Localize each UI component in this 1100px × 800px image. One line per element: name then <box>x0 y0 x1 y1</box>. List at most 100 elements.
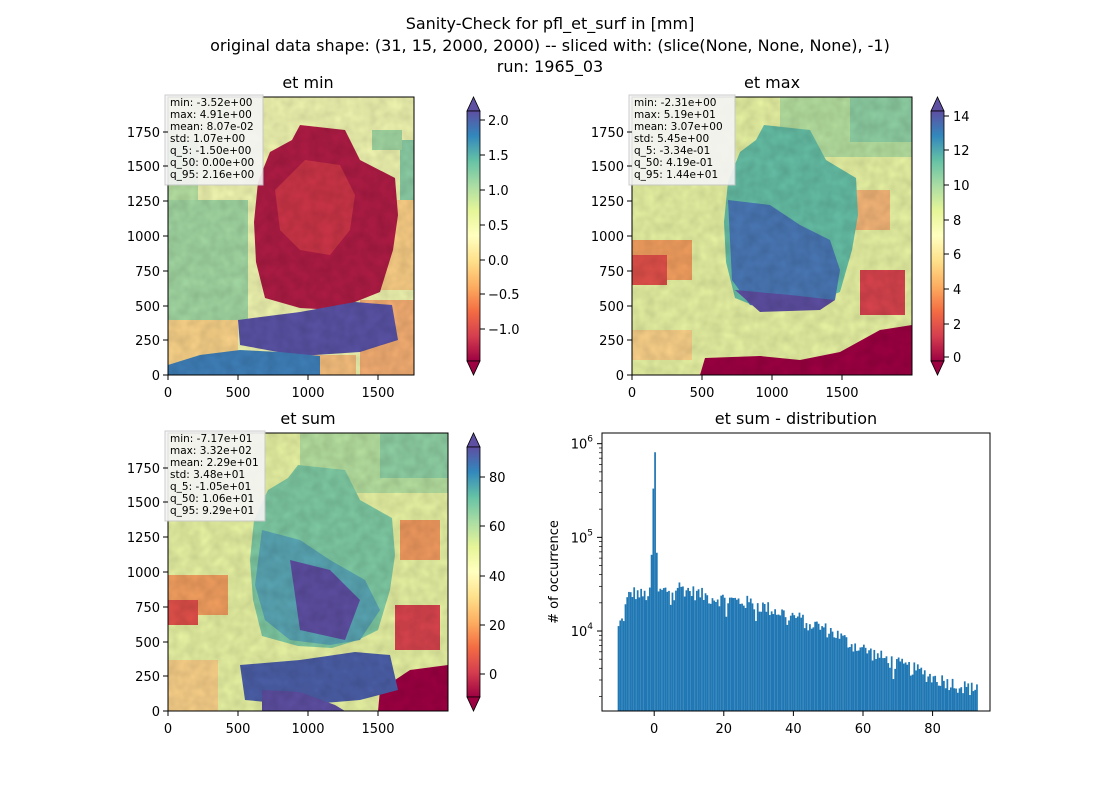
stat-line: min: -2.31e+00 <box>634 97 716 109</box>
histogram-bar <box>821 626 823 711</box>
histogram-bar <box>621 618 623 711</box>
histogram-bar <box>706 595 709 711</box>
histogram-bar <box>936 682 938 711</box>
histogram-bar <box>885 656 888 711</box>
histogram-bar <box>972 691 975 711</box>
panel-title: et max <box>744 73 800 92</box>
histogram-bar <box>949 687 952 711</box>
histogram-bars <box>617 452 978 711</box>
histogram-bar <box>741 603 743 711</box>
histogram-bar <box>963 681 966 711</box>
histogram-bar <box>880 650 883 711</box>
x-tick-label: 60 <box>855 722 872 737</box>
stat-line: std: 3.48e+01 <box>170 469 245 481</box>
histogram-bar <box>676 587 679 711</box>
histogram-bar <box>807 630 810 711</box>
stat-line: max: 5.19e+01 <box>634 109 716 121</box>
y-tick-label: 750 <box>135 601 160 616</box>
histogram-bar <box>659 588 662 711</box>
histogram-bar <box>758 611 761 711</box>
histogram-bar <box>666 591 669 711</box>
histogram-bar <box>824 623 827 711</box>
colorbar-tick-label: 2.0 <box>488 114 509 129</box>
histogram-bar <box>826 637 829 711</box>
histogram-bar <box>657 591 660 711</box>
histogram-bar <box>619 620 622 711</box>
histogram-bar <box>883 658 886 711</box>
x-ticks: 0 500 1000 1500 <box>164 711 395 737</box>
histogram-bar <box>697 589 700 711</box>
histogram-bar <box>857 650 860 711</box>
colorbar-tick-label: 0 <box>953 351 961 366</box>
histogram-bar <box>958 688 961 711</box>
histogram-bar <box>624 604 627 711</box>
figure-title-line-1: Sanity-Check for pfl_et_surf in [mm] <box>406 14 695 34</box>
histogram-bar <box>744 607 747 711</box>
y-tick-label: 0 <box>152 705 160 720</box>
panel-title: et sum <box>280 409 335 428</box>
y-tick-label: 106 <box>571 435 594 453</box>
histogram-bar <box>929 673 931 711</box>
y-axis-label: # of occurrence <box>547 520 562 624</box>
histogram-bar <box>636 590 639 711</box>
x-ticks: 0 500 1000 1500 <box>628 375 859 401</box>
histogram-bar <box>833 637 836 711</box>
histogram-bar <box>680 586 683 711</box>
histogram-bar <box>730 597 733 711</box>
histogram-bar <box>829 628 832 711</box>
histogram-bar <box>810 628 813 711</box>
histogram-bar <box>617 626 620 711</box>
histogram-bar <box>648 587 651 711</box>
histogram-bar <box>878 657 881 711</box>
stats-box: min: -2.31e+00 max: 5.19e+01 mean: 3.07e… <box>628 94 736 186</box>
histogram-bar <box>673 600 676 711</box>
histogram-bar <box>960 687 963 711</box>
histogram-bar <box>932 676 935 711</box>
x-tick-label: 0 <box>164 386 172 401</box>
x-tick-label: 0 <box>628 386 636 401</box>
histogram-bar <box>843 635 846 711</box>
histogram-bar <box>822 627 825 711</box>
histogram-bar <box>882 658 884 711</box>
histogram-bar <box>755 621 757 711</box>
stat-line: mean: 3.07e+00 <box>634 121 723 133</box>
stats-box: min: -7.17e+01 max: 3.32e+02 mean: 2.29e… <box>164 430 266 522</box>
stat-line: q_5: -1.05e+01 <box>170 481 251 493</box>
histogram-bar <box>969 695 971 711</box>
x-tick-label: 500 <box>690 386 715 401</box>
colorbar-tick-label: 20 <box>489 619 506 634</box>
histogram-bar <box>661 589 663 711</box>
histogram-bar <box>896 659 898 711</box>
histogram-bar <box>704 593 707 711</box>
histogram-bar <box>967 683 970 711</box>
histogram-bar <box>694 600 696 711</box>
histogram-bar <box>802 614 804 711</box>
y-tick-label: 1500 <box>591 160 624 175</box>
colorbar-tick-label: 60 <box>489 520 506 535</box>
histogram-bar <box>974 689 977 711</box>
y-tick-label: 1250 <box>127 195 160 210</box>
histogram-bar <box>951 678 954 711</box>
histogram-bar <box>946 679 949 711</box>
x-ticks: 0 500 1000 1500 <box>164 375 395 401</box>
histogram-bar <box>734 597 736 711</box>
y-tick-label: 1500 <box>127 160 160 175</box>
histogram-bar <box>713 600 716 711</box>
colorbar: 0 20 40 60 80 <box>466 432 506 712</box>
y-tick-label: 750 <box>599 265 624 280</box>
histogram-bar <box>953 688 956 711</box>
histogram-bar <box>892 679 895 711</box>
histogram-bar <box>868 650 870 711</box>
stat-line: q_95: 9.29e+01 <box>170 505 254 517</box>
histogram-bar <box>786 624 789 711</box>
histogram-bar <box>769 615 771 711</box>
histogram-bar <box>803 628 806 711</box>
histogram-bar <box>943 680 945 711</box>
histogram-bar <box>626 597 629 711</box>
histogram-bar <box>701 587 703 711</box>
histogram-bar <box>643 590 646 711</box>
histogram-bar <box>725 616 728 711</box>
histogram-bar <box>976 684 978 711</box>
histogram-bar <box>781 609 783 711</box>
colorbar-tick-label: 0.5 <box>488 219 509 234</box>
